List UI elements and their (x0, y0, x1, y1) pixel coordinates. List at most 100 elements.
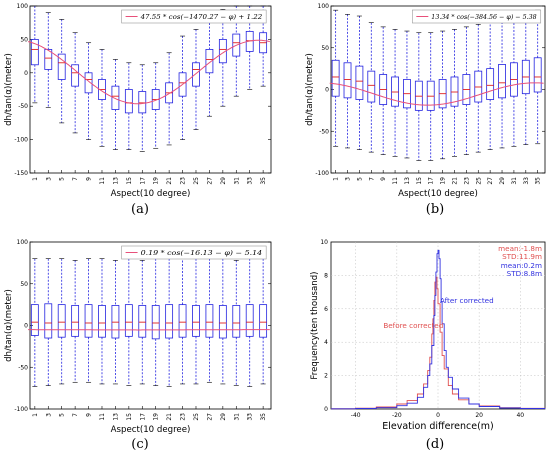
x-tick-label: 5 (59, 413, 66, 417)
y-tick-label: 4 (324, 339, 328, 346)
y-tick-label: -150 (14, 170, 28, 177)
x-tick-label: 23 (180, 177, 187, 185)
plot-frame (30, 242, 271, 409)
before-std-annotation: STD:11.9m (502, 252, 542, 261)
x-tick-label: 11 (99, 177, 106, 185)
y-tick-label: 0 (24, 323, 28, 330)
y-tick-label: 50 (321, 45, 329, 52)
x-tick-label: 21 (166, 413, 173, 421)
x-tick-label: 31 (233, 413, 240, 421)
x-tick-label: 7 (72, 177, 79, 181)
x-tick-label: 11 (392, 177, 399, 185)
y-tick-label: 6 (324, 306, 328, 313)
x-tick-label: 33 (247, 413, 254, 421)
legend-text: 47.55 * cos(−1470.27 − φ) + 1.22 (139, 14, 262, 21)
x-tick-label: 9 (86, 413, 93, 417)
legend-text: 13.34 * cos(−384.56 − φ) − 5.38 (431, 14, 536, 21)
x-tick-label: 23 (180, 413, 187, 421)
x-tick-label: 15 (126, 413, 133, 421)
after-corrected-label: After corrected (440, 296, 494, 305)
x-tick-label: 25 (193, 413, 200, 421)
y-tick-label: 50 (20, 281, 28, 288)
x-tick-label: 33 (523, 177, 530, 185)
y-tick-label: 100 (318, 3, 330, 10)
x-tick-label: -40 (351, 412, 361, 419)
x-tick-label: 9 (86, 177, 93, 181)
y-tick-label: -50 (319, 128, 329, 135)
x-tick-label: 7 (72, 413, 79, 417)
x-tick-label: 15 (416, 177, 423, 185)
x-tick-label: 3 (45, 413, 52, 417)
plot-frame (30, 6, 271, 173)
y-tick-label: -100 (14, 137, 28, 144)
x-tick-label: 21 (166, 177, 173, 185)
x-tick-label: 13 (112, 413, 119, 421)
y-axis-label: Frequency(ten thousand) (310, 271, 320, 379)
y-tick-label: 100 (17, 239, 29, 246)
x-tick-label: -20 (392, 412, 402, 419)
x-tick-label: 17 (139, 413, 146, 421)
x-tick-label: 3 (45, 177, 52, 181)
panel-label: (d) (426, 437, 444, 452)
x-tick-label: 13 (404, 177, 411, 185)
x-axis-label: Aspect(10 degree) (111, 189, 191, 199)
x-tick-label: 15 (126, 177, 133, 185)
x-tick-label: 31 (511, 177, 518, 185)
y-axis-label: dh/tan(α)(meter) (4, 289, 14, 362)
x-tick-label: 0 (436, 412, 440, 419)
y-tick-label: 50 (20, 36, 28, 43)
x-tick-label: 29 (220, 413, 227, 421)
x-tick-label: 35 (260, 413, 267, 421)
x-tick-label: 13 (112, 177, 119, 185)
y-tick-label: -50 (18, 364, 28, 371)
x-tick-label: 5 (356, 177, 363, 181)
x-tick-label: 1 (333, 177, 340, 181)
x-tick-label: 19 (153, 413, 160, 421)
panel-label: (c) (131, 437, 148, 452)
x-tick-label: 17 (428, 177, 435, 185)
x-tick-label: 19 (153, 177, 160, 185)
x-tick-label: 17 (139, 177, 146, 185)
y-tick-label: 8 (324, 272, 328, 279)
x-tick-label: 19 (440, 177, 447, 185)
panel-label: (a) (131, 202, 149, 217)
x-tick-label: 27 (206, 413, 213, 421)
x-tick-label: 25 (193, 177, 200, 185)
x-tick-label: 7 (368, 177, 375, 181)
y-tick-label: 100 (17, 3, 29, 10)
x-tick-label: 27 (206, 177, 213, 185)
y-tick-label: 0 (24, 70, 28, 77)
x-tick-label: 21 (451, 177, 458, 185)
x-tick-label: 23 (463, 177, 470, 185)
x-tick-label: 40 (516, 412, 524, 419)
x-tick-label: 31 (233, 177, 240, 185)
y-tick-label: -50 (18, 103, 28, 110)
y-tick-label: -100 (315, 170, 329, 177)
panel-label: (b) (426, 202, 444, 217)
x-tick-label: 27 (487, 177, 494, 185)
x-axis-label: Aspect(10 degree) (398, 189, 478, 199)
y-tick-label: 0 (324, 406, 328, 413)
x-axis-label: Aspect(10 degree) (111, 425, 191, 435)
legend-text: 0.19 * cos(−16.13 − φ) − 5.14 (141, 250, 263, 257)
before-corrected-label: Before corrected (383, 321, 443, 330)
x-axis-label: Elevation difference(m) (382, 421, 494, 432)
x-tick-label: 5 (59, 177, 66, 181)
x-tick-label: 9 (380, 177, 387, 181)
y-tick-label: 2 (324, 373, 328, 380)
x-tick-label: 11 (99, 413, 106, 421)
y-tick-label: 0 (325, 87, 329, 94)
x-tick-label: 35 (535, 177, 542, 185)
y-axis-label: dh/tan(α)(meter) (305, 53, 315, 126)
x-tick-label: 3 (345, 177, 352, 181)
x-tick-label: 20 (475, 412, 483, 419)
y-axis-label: dh/tan(α)(meter) (4, 53, 14, 126)
after-std-annotation: STD:8.8m (507, 269, 542, 278)
x-tick-label: 1 (32, 413, 39, 417)
